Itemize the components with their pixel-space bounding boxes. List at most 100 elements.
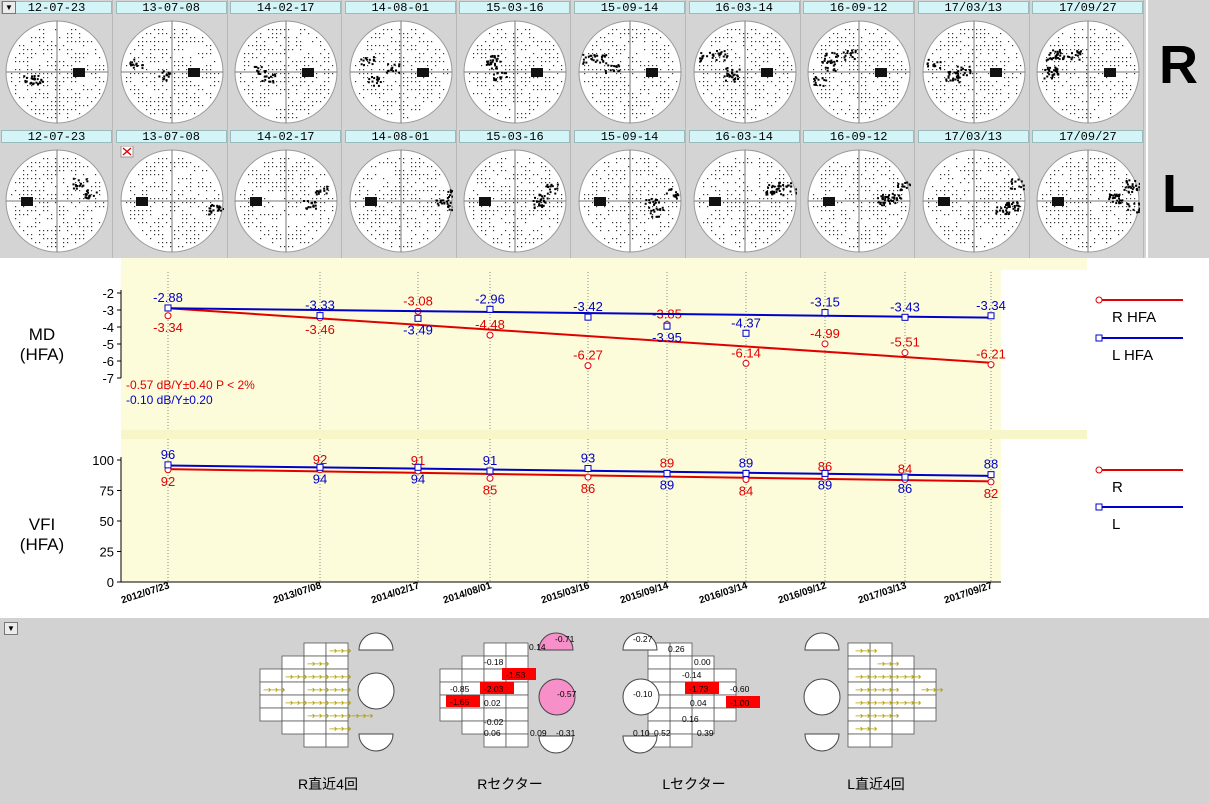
data-point: [584, 465, 592, 473]
trend-line: [167, 468, 992, 483]
visual-field-r-4[interactable]: 15-03-16: [458, 0, 572, 129]
data-point: [414, 314, 422, 322]
x-tick-label: 2015/09/14: [619, 580, 670, 606]
right-eye-strip: 12-07-23 13-07-08 14-02-17 14-08-01 15-03-16…: [0, 0, 1146, 129]
data-label: -3.34: [976, 298, 1006, 313]
visual-field-date: 14-02-17: [230, 130, 342, 143]
data-label: -5.51: [890, 335, 920, 350]
x-tick-label: 2015/03/16: [540, 580, 591, 606]
visual-field-r-8[interactable]: 17/03/13: [917, 0, 1030, 129]
sector-dropdown-button[interactable]: ▼: [4, 622, 18, 635]
visual-field-l-6[interactable]: 16-03-14: [688, 129, 801, 258]
sector-value: -1.73: [689, 684, 709, 694]
r-recent-caption: R直近4回: [298, 776, 358, 792]
x-tick-label: 2014/02/17: [370, 580, 421, 606]
y-tick-label: -7: [102, 371, 114, 386]
data-point: [414, 463, 422, 471]
data-point: [486, 331, 494, 339]
md-label-line1: MD: [28, 325, 56, 344]
data-point: [584, 473, 592, 481]
visual-field-date: 15-03-16: [459, 130, 571, 143]
sector-value: 0.04: [690, 698, 707, 708]
legend-label: R: [1112, 479, 1123, 496]
trend-line: [167, 464, 992, 477]
data-label: 89: [818, 477, 832, 492]
sector-value: 0.02: [484, 698, 501, 708]
sector-value: -0.10: [633, 689, 653, 699]
trend-charts: -2 -3 -4 -5 -6 -7 -3.34 -3.46 -3.08 -4.48 -6.27 -3.…: [92, 258, 1183, 606]
visual-field-l-2[interactable]: 14-02-17: [229, 129, 343, 258]
visual-field-l-4[interactable]: 15-03-16: [458, 129, 572, 258]
strip-dropdown-button[interactable]: ▼: [2, 1, 16, 14]
data-label: 84: [739, 484, 753, 499]
data-point: [987, 471, 995, 479]
visual-field-r-6[interactable]: 16-03-14: [688, 0, 801, 129]
visual-field-l-0[interactable]: 12-07-23: [0, 129, 113, 258]
y-tick-label: -5: [102, 337, 114, 352]
legend-label: R HFA: [1112, 309, 1156, 326]
data-label: -3.46: [305, 322, 335, 337]
visual-field-r-3[interactable]: 14-08-01: [344, 0, 457, 129]
data-label: -3.34: [153, 320, 183, 335]
y-tick-label: -3: [102, 303, 114, 318]
sector-value: -0.57: [557, 689, 577, 699]
data-label: -6.21: [976, 347, 1006, 362]
visual-field-l-3[interactable]: 14-08-01: [344, 129, 457, 258]
data-point: [663, 469, 671, 477]
data-point: [164, 312, 172, 320]
visual-field-r-7[interactable]: 16-09-12: [802, 0, 916, 129]
trend-line: [167, 307, 992, 319]
left-eye-strip: 12-07-23 13-07-08 14-02-17 14-08-01 15-03-16…: [0, 129, 1146, 258]
sector-value: 0.26: [668, 644, 685, 654]
data-label: -2.88: [153, 290, 183, 305]
data-label: -4.37: [731, 315, 761, 330]
visual-field-l-9[interactable]: 17/09/27: [1031, 129, 1145, 258]
data-label: 82: [984, 486, 998, 501]
data-label: -4.48: [475, 317, 505, 332]
r-sector-caption: Rセクター: [477, 776, 543, 792]
visual-field-r-5[interactable]: 15-09-14: [573, 0, 686, 129]
y-tick-label: -6: [102, 354, 114, 369]
visual-field-l-1[interactable]: 13-07-08: [115, 129, 228, 258]
visual-field-date: 12-07-23: [1, 130, 112, 143]
sector-value: -0.31: [556, 728, 576, 738]
data-label: -3.43: [890, 299, 920, 314]
data-label: 86: [818, 459, 832, 474]
data-label: 88: [984, 457, 998, 472]
data-label: 94: [411, 471, 425, 486]
x-tick-label: 2014/08/01: [442, 580, 493, 606]
data-point: [987, 361, 995, 369]
visual-field-r-9[interactable]: 17/09/27: [1031, 0, 1145, 129]
legend-label: L HFA: [1112, 347, 1153, 364]
vfi-label-line1: VFI: [28, 515, 56, 534]
data-point: [901, 349, 909, 357]
data-point: [164, 461, 172, 469]
visual-field-r-0[interactable]: 12-07-23: [0, 0, 113, 129]
data-point: [987, 478, 995, 486]
sector-panel: ▼ → → → → → → → → → → → → → → → → → → → → → → → → → → → → → → → → → → → → → →…: [0, 618, 1209, 804]
sector-value: 0.10: [633, 728, 650, 738]
legend-label: L: [1112, 516, 1120, 533]
data-point: [821, 309, 829, 317]
l-sector-caption: Lセクター: [662, 776, 726, 792]
y-tick-label: 50: [100, 514, 114, 529]
sector-value: 0.14: [529, 642, 546, 652]
visual-field-r-2[interactable]: 14-02-17: [229, 0, 343, 129]
visual-field-date: 14-08-01: [344, 1, 456, 14]
data-point: [164, 304, 172, 312]
y-tick-label: 0: [107, 575, 114, 590]
visual-field-r-1[interactable]: 13-07-08: [115, 0, 228, 129]
sector-value: 0.16: [682, 714, 699, 724]
data-label: 86: [581, 481, 595, 496]
sector-value: -1.00: [730, 698, 750, 708]
data-label: -3.49: [403, 322, 433, 337]
visual-field-l-5[interactable]: 15-09-14: [573, 129, 686, 258]
sector-value: 0.00: [694, 657, 711, 667]
data-point: [316, 463, 324, 471]
data-point: [742, 359, 750, 367]
data-label: 89: [660, 455, 674, 470]
data-label: 85: [483, 482, 497, 497]
visual-field-l-8[interactable]: 17/03/13: [917, 129, 1030, 258]
sector-value: -0.60: [730, 684, 750, 694]
visual-field-l-7[interactable]: 16-09-12: [802, 129, 916, 258]
